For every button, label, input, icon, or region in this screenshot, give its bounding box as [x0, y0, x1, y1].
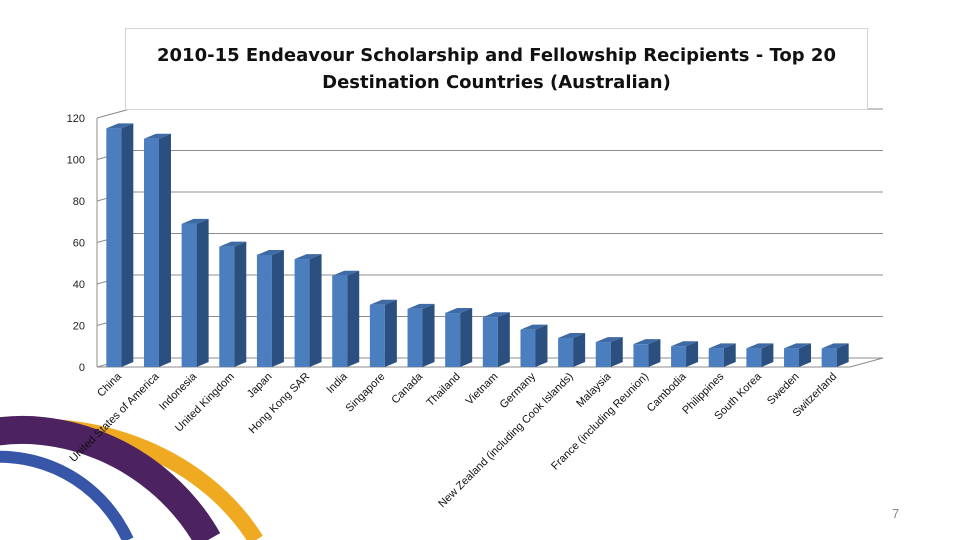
bar-top [445, 308, 473, 314]
bar-top [256, 249, 284, 255]
bar-top [219, 241, 247, 247]
x-tick-label: Singapore [344, 371, 388, 415]
x-tick-label: Canada [389, 370, 425, 406]
bar-top [595, 337, 623, 343]
bar-top [407, 303, 435, 309]
bar-side [196, 218, 209, 367]
y-tick-label: 80 [73, 196, 85, 208]
bar-side [121, 123, 134, 367]
bar [369, 304, 385, 367]
bar [143, 138, 159, 367]
bar [821, 348, 837, 367]
bar [633, 344, 649, 367]
bar-top [106, 123, 134, 129]
bar [746, 348, 762, 367]
bar [407, 308, 423, 367]
y-tick-label: 100 [67, 155, 85, 167]
bar-side [648, 339, 661, 367]
bar-side [271, 249, 284, 367]
bar [520, 329, 536, 367]
bar-top [294, 254, 322, 260]
bar [332, 275, 348, 367]
y-tick-label: 40 [73, 279, 85, 291]
bar-side [158, 133, 171, 367]
bar [256, 254, 272, 367]
bar-top [784, 343, 812, 349]
y-tick-label: 60 [73, 238, 85, 250]
bar [181, 223, 197, 367]
y-tick-label: 120 [67, 113, 85, 125]
blue-arc [0, 450, 134, 540]
bar-side [761, 343, 774, 367]
page-number: 7 [892, 506, 900, 521]
bar [784, 348, 800, 367]
bar-top [143, 133, 171, 139]
bar [708, 348, 724, 367]
x-tick-label: Thailand [424, 371, 462, 409]
chart-title-line-2: Destination Countries (Australian) [322, 72, 671, 93]
bar [595, 342, 611, 367]
bar [671, 346, 687, 367]
bar-side [573, 332, 586, 367]
x-tick-label: Vietnam [464, 371, 501, 408]
x-tick-label: China [95, 370, 124, 399]
x-tick-label: Sweden [765, 371, 802, 408]
bar [294, 259, 310, 367]
bar-side [535, 324, 548, 367]
x-tick-label: Japan [245, 371, 275, 401]
bar-side [309, 254, 322, 367]
bar [445, 313, 461, 367]
chart-title-box: 2010-15 Endeavour Scholarship and Fellow… [125, 28, 868, 110]
bar-side [422, 303, 435, 367]
bar-side [497, 312, 510, 367]
bar-side [799, 343, 812, 367]
bar-top [558, 332, 586, 338]
bar-side [686, 341, 699, 367]
x-tick-label: New Zealand (including Cook Islands) [436, 371, 575, 510]
floor-edge [849, 357, 884, 368]
purple-arc [0, 415, 221, 540]
bar-side [836, 343, 849, 367]
bar-top [633, 339, 661, 345]
bar-side [460, 308, 473, 367]
bar-top [708, 343, 736, 349]
y-tick-label: 0 [79, 362, 85, 374]
bar-top [369, 299, 397, 305]
bar-top [821, 343, 849, 349]
bar-side [347, 270, 360, 367]
bar-top [671, 341, 699, 347]
bar [482, 317, 498, 367]
bar-top [482, 312, 510, 318]
bar-side [723, 343, 736, 367]
bar-side [384, 299, 397, 367]
bar-side [234, 241, 247, 367]
gridline-depth [96, 108, 131, 119]
bar-top [181, 218, 209, 224]
bar-top [746, 343, 774, 349]
bar-top [520, 324, 548, 330]
bar [219, 246, 235, 367]
bar-top [332, 270, 360, 276]
x-tick-label: India [324, 370, 350, 396]
chart-title-line-1: 2010-15 Endeavour Scholarship and Fellow… [157, 45, 836, 66]
bar [106, 128, 122, 367]
bar-side [610, 337, 623, 367]
y-tick-label: 20 [73, 321, 85, 333]
bar [558, 337, 574, 367]
